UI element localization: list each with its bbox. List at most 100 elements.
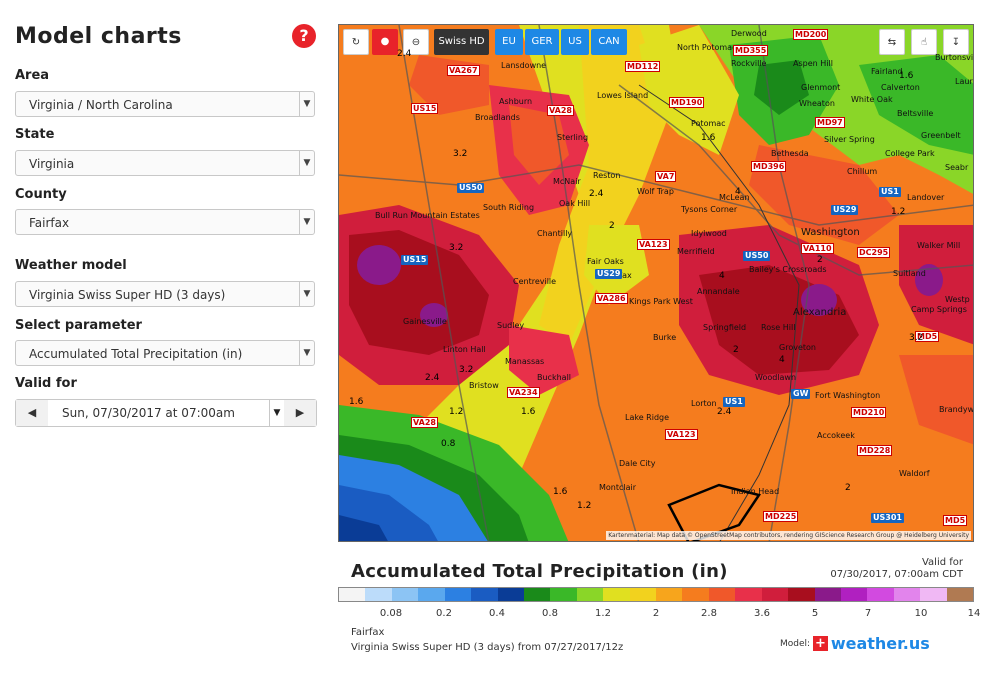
valid-for-control: ◀ Sun, 07/30/2017 at 07:00am ▼ ▶ [15, 399, 317, 427]
color-scale-swatch [656, 588, 683, 601]
map-place-label: Centreville [513, 277, 557, 286]
swiss-hd-button[interactable]: Swiss HD [434, 29, 489, 55]
color-scale-swatch [471, 588, 498, 601]
map-place-label: Oak Hill [559, 199, 591, 208]
highway-shield: MD190 [669, 97, 705, 108]
contour-label: 3.2 [453, 149, 468, 159]
us-route-shield: US1 [879, 187, 901, 197]
map-place-label: Reston [593, 171, 621, 180]
chevron-down-icon: ▼ [299, 341, 314, 365]
map-place-label: Potomac [691, 119, 726, 128]
page-title: Model charts [15, 24, 182, 49]
chevron-down-icon[interactable]: ▼ [269, 400, 285, 426]
map-place-label: Groveton [779, 343, 816, 352]
map-place-label: Merrifield [677, 247, 715, 256]
highway-shield: MD200 [793, 29, 829, 40]
us-button[interactable]: US [561, 29, 589, 55]
area-select[interactable]: Virginia / North Carolina ▼ [15, 91, 315, 117]
us-route-shield: US301 [871, 513, 904, 523]
refresh-icon[interactable]: ↻ [343, 29, 369, 55]
chevron-down-icon: ▼ [299, 92, 314, 116]
highway-shield: MD5 [943, 515, 968, 526]
contour-label: 4 [735, 187, 741, 197]
map-place-label: Lowes Island [597, 91, 649, 100]
map-place-label: Fort Washington [815, 391, 881, 400]
next-time-button[interactable]: ▶ [284, 400, 316, 426]
contour-label: 3.2 [449, 243, 464, 253]
color-scale-swatch [629, 588, 657, 601]
map-place-label: Greenbelt [921, 131, 961, 140]
color-scale-tick: 0.8 [542, 608, 558, 619]
highway-shield: MD228 [857, 445, 893, 456]
prev-time-button[interactable]: ◀ [16, 400, 48, 426]
map-place-label: Waldorf [899, 469, 930, 478]
model-label: Model: [780, 639, 811, 649]
area-select-value: Virginia / North Carolina [29, 98, 173, 112]
thumbs-up-icon[interactable]: ☝ [911, 29, 937, 55]
color-scale-tick: 0.4 [489, 608, 505, 619]
contour-label: 1.6 [899, 71, 914, 81]
county-label: County [15, 187, 67, 202]
highway-shield: VA234 [507, 387, 540, 398]
map-place-label: Bailey's Crossroads [749, 265, 827, 274]
model-run-info: Virginia Swiss Super HD (3 days) from 07… [351, 642, 624, 653]
ger-button[interactable]: GER [525, 29, 559, 55]
parameter-select[interactable]: Accumulated Total Precipitation (in) ▼ [15, 340, 315, 366]
us-route-shield: US50 [743, 251, 771, 261]
help-icon[interactable]: ? [292, 24, 316, 48]
color-scale-tick: 2.8 [701, 608, 717, 619]
eu-button[interactable]: EU [495, 29, 523, 55]
map-place-label: Chillum [847, 167, 878, 176]
color-scale-swatch [418, 588, 445, 601]
legend-valid-label: Valid for [921, 557, 963, 568]
map-place-label: Sterling [557, 133, 589, 142]
map-place-label: Landover [907, 193, 945, 202]
map-place-label: Kings Park West [629, 297, 693, 306]
map-place-label: Springfield [703, 323, 747, 332]
map-place-label: Lansdowne [501, 61, 547, 70]
can-button[interactable]: CAN [591, 29, 627, 55]
location-pin-icon[interactable]: ● [372, 29, 398, 55]
contour-label: 1.2 [577, 501, 592, 511]
contour-label: 3.2 [459, 365, 474, 375]
color-scale-swatch [788, 588, 815, 601]
map-place-label: Lorton [691, 399, 717, 408]
contour-label: 1.2 [449, 407, 464, 417]
us-route-shield: GW [791, 389, 811, 399]
color-scale-swatch [867, 588, 894, 601]
color-scale-tick: 14 [967, 608, 981, 619]
map-place-label: Dale City [619, 459, 656, 468]
state-select[interactable]: Virginia ▼ [15, 150, 315, 176]
map-place-label: Laure [955, 77, 973, 86]
map-place-label: Camp Springs [911, 305, 967, 314]
valid-for-value[interactable]: Sun, 07/30/2017 at 07:00am [62, 406, 235, 420]
map-place-label: Bristow [469, 381, 499, 390]
map-place-label: Seabr [945, 163, 969, 172]
color-scale-tick: 0.2 [436, 608, 452, 619]
highway-shield: VA28 [411, 417, 438, 428]
color-scale-tick: 0.08 [379, 608, 403, 619]
color-scale-tick: 10 [914, 608, 928, 619]
us-route-shield: US29 [595, 269, 623, 279]
map-place-label: Manassas [505, 357, 545, 366]
contour-label: 2.4 [425, 373, 440, 383]
repeat-icon[interactable]: ⇆ [879, 29, 905, 55]
precipitation-map[interactable]: ↻ ● ⊖ Swiss HD EU GER US CAN ⇆ ☝ ↧ Lansd… [338, 24, 974, 542]
us-route-shield: US1 [723, 397, 745, 407]
weather-model-select[interactable]: Virginia Swiss Super HD (3 days) ▼ [15, 281, 315, 307]
map-place-label: Fair Oaks [587, 257, 624, 266]
download-icon[interactable]: ↧ [943, 29, 969, 55]
color-scale-swatch [708, 588, 736, 601]
contour-label: 4 [779, 355, 785, 365]
map-place-label: Montclair [599, 483, 637, 492]
map-place-label: Linton Hall [443, 345, 486, 354]
map-place-label: Broadlands [475, 113, 520, 122]
county-select[interactable]: Fairfax ▼ [15, 209, 315, 235]
contour-label: 1.6 [521, 407, 536, 417]
color-scale-tick: 1.2 [595, 608, 611, 619]
zoom-out-icon[interactable]: ⊖ [403, 29, 429, 55]
contour-label: 0.8 [441, 439, 456, 449]
color-scale-swatch [841, 588, 868, 601]
color-scale-swatch [603, 588, 630, 601]
highway-shield: VA7 [655, 171, 677, 182]
